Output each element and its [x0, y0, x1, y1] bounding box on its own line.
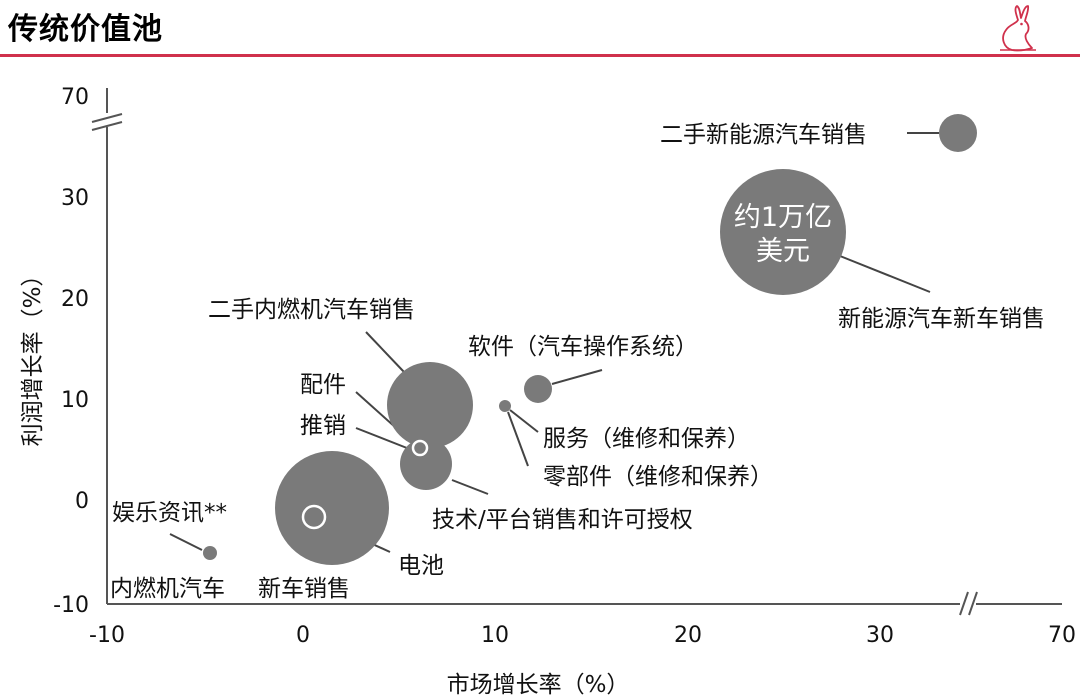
y-tick-label: 20	[61, 287, 89, 312]
leader-line	[507, 411, 529, 467]
x-tick-label: 70	[1048, 623, 1076, 648]
bubble-point	[524, 375, 552, 403]
point-label: 二手内燃机汽车销售	[208, 297, 415, 323]
bubble-point	[203, 546, 217, 560]
y-axis-break	[91, 113, 123, 131]
y-tick-label: 10	[61, 388, 89, 413]
bubble-point	[720, 169, 846, 295]
y-tick-label: -10	[53, 593, 89, 618]
point-label: 二手新能源汽车销售	[660, 122, 867, 148]
axes	[91, 88, 1062, 616]
bubble-point	[499, 400, 511, 412]
title-rule	[0, 54, 1080, 57]
x-tick-label: 20	[674, 623, 702, 648]
bubble-point-hollow	[411, 439, 429, 457]
bubble-point	[387, 362, 473, 448]
bubble-point	[939, 114, 977, 152]
page-title: 传统价值池	[8, 12, 163, 47]
leader-line	[355, 427, 413, 451]
point-label: 软件（汽车操作系统）	[468, 334, 698, 360]
leader-line	[365, 331, 405, 373]
y-tick-label: 70	[61, 85, 89, 110]
x-axis-break	[959, 591, 978, 616]
point-label: 服务（维修和保养）	[543, 426, 750, 452]
x-tick-labels: -10 0 10 20 30 70	[89, 623, 1076, 648]
x-tick-label: 0	[296, 623, 310, 648]
bubble-point-hollow	[301, 504, 327, 530]
point-label: 技术/平台销售和许可授权	[432, 507, 693, 533]
leader-line	[509, 409, 539, 433]
bubble-inner-label: 美元	[756, 236, 810, 267]
point-label: 配件	[300, 372, 346, 398]
point-label: 新能源汽车新车销售	[838, 306, 1045, 332]
rabbit-logo-icon	[1000, 5, 1036, 52]
point-label: 内燃机汽车	[110, 576, 225, 602]
bubble-inner-label: 约1万亿	[734, 202, 832, 233]
point-label: 零部件（维修和保养）	[543, 464, 773, 490]
bubbles	[203, 114, 977, 565]
leader-line	[451, 479, 489, 495]
y-tick-label: 0	[75, 489, 89, 514]
x-tick-label: -10	[89, 623, 125, 648]
point-label: 推销	[300, 413, 346, 439]
point-label: 新车销售	[258, 576, 350, 602]
x-tick-label: 10	[481, 623, 509, 648]
x-axis-label: 市场增长率（%）	[447, 672, 630, 698]
y-axis-label: 利润增长率（%）	[20, 264, 46, 447]
point-label: 电池	[398, 553, 444, 579]
x-tick-label: 30	[866, 623, 894, 648]
leader-line	[839, 255, 931, 293]
point-label: 娱乐资讯**	[112, 500, 227, 526]
leader-line	[551, 369, 603, 385]
y-tick-label: 30	[61, 186, 89, 211]
y-tick-labels: 70 30 20 10 0 -10	[53, 85, 89, 618]
leader-line	[169, 533, 203, 551]
bubble-point	[275, 451, 389, 565]
